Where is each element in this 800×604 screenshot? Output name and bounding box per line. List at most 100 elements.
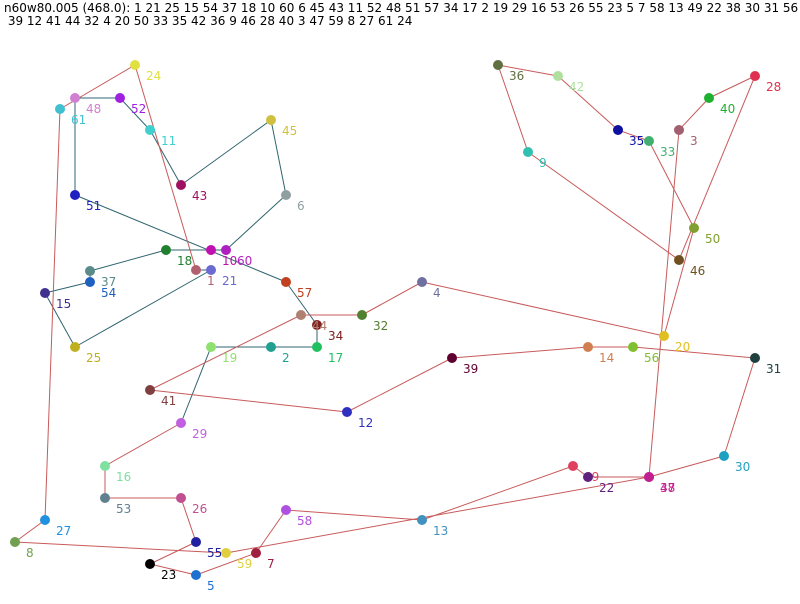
title-line: n60w80.005 (468.0): 1 21 25 15 54 37 18 … bbox=[4, 1, 800, 15]
node-label: 54 bbox=[101, 286, 116, 300]
node-dot bbox=[145, 559, 155, 569]
node-label: 7 bbox=[267, 557, 275, 571]
node-label: 61 bbox=[71, 113, 86, 127]
tour-edge bbox=[723, 357, 756, 457]
node-dot bbox=[568, 461, 578, 471]
node-dot bbox=[613, 125, 623, 135]
tour-edge bbox=[270, 119, 287, 196]
node-dot bbox=[40, 515, 50, 525]
node-label: 15 bbox=[56, 297, 71, 311]
node-dot bbox=[719, 451, 729, 461]
node-label: 33 bbox=[660, 145, 675, 159]
node-dot bbox=[206, 342, 216, 352]
node-label: 21 bbox=[222, 274, 237, 288]
tour-edge bbox=[149, 389, 348, 413]
tour-edge bbox=[648, 455, 725, 478]
node-label: 2 bbox=[282, 351, 290, 365]
node-dot bbox=[281, 190, 291, 200]
node-label: 31 bbox=[766, 362, 781, 376]
tour-edge bbox=[195, 552, 257, 576]
node-label: 4 bbox=[433, 286, 441, 300]
node-label: 56 bbox=[644, 351, 659, 365]
node-label: 28 bbox=[766, 80, 781, 94]
tour-edge bbox=[285, 509, 423, 521]
node-label: 26 bbox=[192, 502, 207, 516]
node-dot bbox=[145, 385, 155, 395]
node-dot bbox=[100, 493, 110, 503]
tour-edge bbox=[14, 519, 46, 543]
node-dot bbox=[191, 537, 201, 547]
node-dot bbox=[583, 472, 593, 482]
node-dot bbox=[357, 310, 367, 320]
tour-edge bbox=[89, 249, 167, 272]
node-dot bbox=[176, 180, 186, 190]
node-dot bbox=[689, 223, 699, 233]
node-label: 30 bbox=[735, 460, 750, 474]
node-dot bbox=[55, 104, 65, 114]
tour-edge bbox=[119, 97, 151, 131]
tour-edge bbox=[149, 314, 302, 391]
node-label: 44 bbox=[312, 319, 327, 333]
node-label: 45 bbox=[282, 124, 297, 138]
node-dot bbox=[659, 331, 669, 341]
node-label: 51 bbox=[86, 199, 101, 213]
node-dot bbox=[266, 342, 276, 352]
node-label: 20 bbox=[675, 340, 690, 354]
node-label: 57 bbox=[297, 286, 312, 300]
node-label: 16 bbox=[116, 470, 131, 484]
node-dot bbox=[70, 93, 80, 103]
tour-edge bbox=[421, 465, 574, 521]
tour-edge bbox=[557, 75, 619, 131]
node-dot bbox=[281, 505, 291, 515]
node-label: 22 bbox=[599, 481, 614, 495]
node-label: 19 bbox=[222, 351, 237, 365]
tour-edge bbox=[134, 64, 197, 271]
node-dot bbox=[85, 277, 95, 287]
node-dot bbox=[312, 342, 322, 352]
node-label: 39 bbox=[463, 362, 478, 376]
node-dot bbox=[312, 320, 322, 330]
node-label: 10 bbox=[222, 254, 237, 268]
node-dot bbox=[145, 125, 155, 135]
node-label: 18 bbox=[177, 254, 192, 268]
node-label: 43 bbox=[192, 189, 207, 203]
tour-edge bbox=[225, 194, 287, 251]
node-label: 41 bbox=[161, 394, 176, 408]
node-dot bbox=[281, 277, 291, 287]
node-dot bbox=[70, 190, 80, 200]
tour-edge bbox=[255, 509, 287, 554]
tour-edge bbox=[663, 227, 695, 337]
tour-edge bbox=[149, 541, 197, 565]
tour-edge bbox=[14, 541, 227, 554]
node-dot bbox=[70, 342, 80, 352]
node-dot bbox=[221, 245, 231, 255]
tour-edge bbox=[285, 281, 318, 326]
node-dot bbox=[176, 418, 186, 428]
node-label: 13 bbox=[433, 524, 448, 538]
node-label: 32 bbox=[373, 319, 388, 333]
tour-edge bbox=[527, 151, 680, 261]
node-label: 29 bbox=[192, 427, 207, 441]
node-dot bbox=[674, 255, 684, 265]
node-dot bbox=[221, 548, 231, 558]
node-label: 42 bbox=[569, 80, 584, 94]
node-dot bbox=[704, 93, 714, 103]
node-dot bbox=[628, 342, 638, 352]
node-label: 55 bbox=[207, 546, 222, 560]
node-dot bbox=[176, 493, 186, 503]
tour-edge bbox=[648, 140, 695, 229]
node-label: 12 bbox=[358, 416, 373, 430]
node-label: 27 bbox=[56, 524, 71, 538]
tour-edge bbox=[451, 346, 589, 359]
node-dot bbox=[342, 407, 352, 417]
tour-edge bbox=[361, 281, 423, 316]
tour-edge bbox=[497, 64, 529, 153]
node-label: 37 bbox=[101, 275, 116, 289]
tour-edge bbox=[678, 97, 710, 131]
tour-edge bbox=[180, 346, 212, 424]
node-dot bbox=[115, 93, 125, 103]
node-dot bbox=[447, 353, 457, 363]
node-dot bbox=[644, 472, 654, 482]
